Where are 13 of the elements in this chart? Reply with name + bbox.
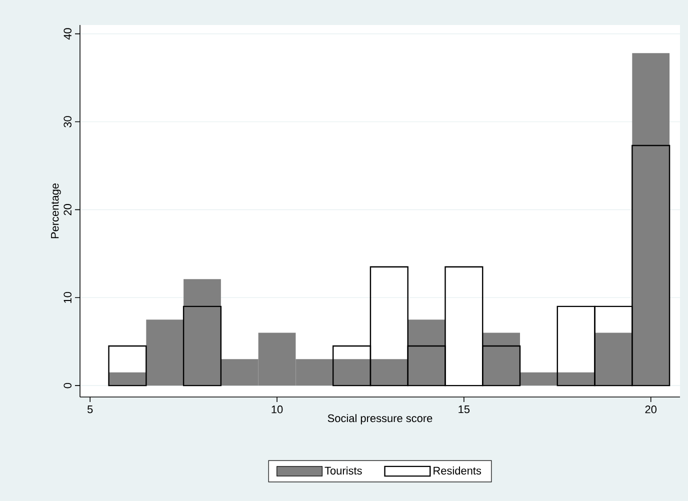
y-tick-label: 30 [64,116,72,128]
x-tick-label: 20 [645,406,656,414]
legend-label: Tourists [324,466,362,475]
y-axis-title: Percentage [51,183,61,238]
x-tick-label: 5 [87,406,93,414]
y-tick-label: 10 [64,292,72,303]
x-axis-title: Social pressure score [328,414,432,424]
legend-label: Residents [434,466,482,475]
y-tick-label: 20 [64,204,72,216]
y-tick-label: 40 [64,28,72,40]
y-tick-label: 0 [64,382,72,388]
x-tick-label: 10 [272,406,283,414]
x-tick-label: 15 [458,406,470,414]
